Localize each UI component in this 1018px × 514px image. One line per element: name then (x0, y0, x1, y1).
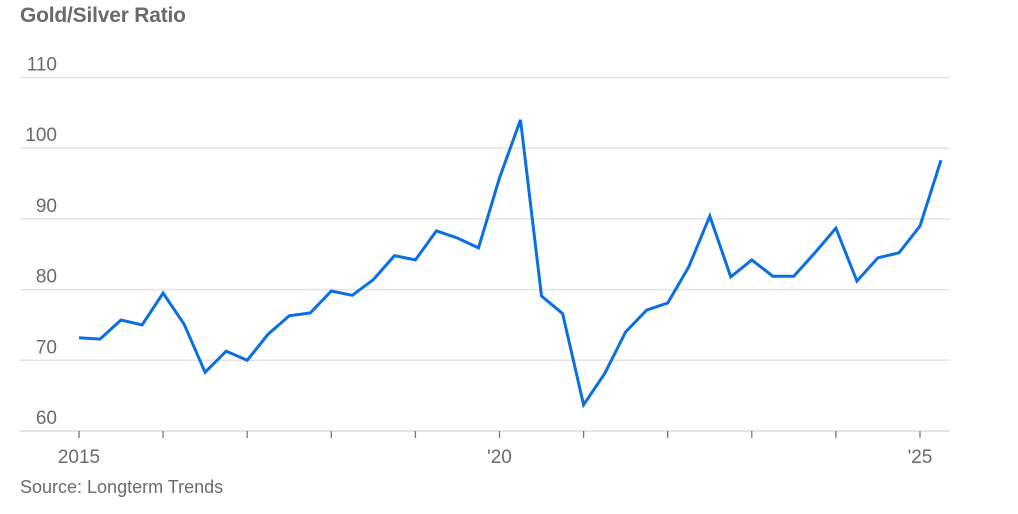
x-tick-label: '20 (487, 447, 512, 468)
y-tick-label: 80 (36, 267, 57, 288)
y-tick-label: 100 (25, 125, 57, 146)
y-tick-label: 110 (27, 55, 57, 76)
y-tick-label: 90 (36, 196, 57, 217)
source-note: Source: Longterm Trends (20, 477, 224, 497)
y-tick-label: 70 (36, 337, 57, 358)
chart-title: Gold/Silver Ratio (20, 4, 186, 27)
x-tick-label: '25 (908, 447, 933, 468)
x-tick-label: 2015 (58, 447, 100, 468)
y-tick-label: 60 (36, 408, 57, 429)
series-line (78, 119, 943, 409)
